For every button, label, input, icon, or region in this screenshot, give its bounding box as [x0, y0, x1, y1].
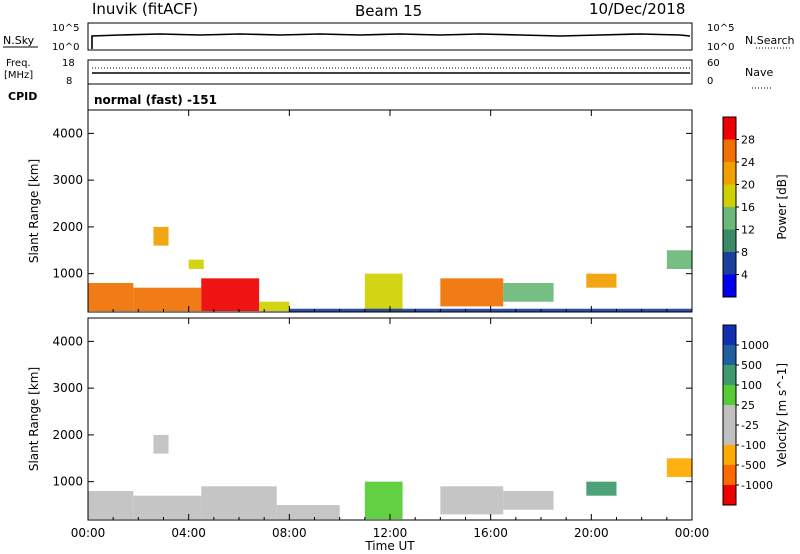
power-colorbar-label: 8 [741, 246, 748, 259]
velocity-colorbar-title: Velocity [m s^-1] [775, 363, 789, 467]
velocity-colorbar-label: -500 [741, 459, 766, 472]
power-colorbar-label: 16 [741, 201, 755, 214]
power-patch [440, 278, 504, 307]
power-colorbar-label: 4 [741, 269, 748, 282]
velocity-colorbar-swatch [723, 485, 736, 505]
velocity-xtick-label: 00:00 [675, 526, 710, 540]
beam-title: Beam 15 [355, 2, 422, 20]
velocity-colorbar-swatch [723, 325, 736, 345]
nsky-tick-bottom: 10^0 [52, 42, 79, 53]
date-title: 10/Dec/2018 [589, 0, 685, 18]
nsky-label: N.Sky [3, 34, 35, 47]
power-patch [364, 273, 403, 312]
velocity-colorbar-swatch [723, 445, 736, 465]
velocity-xtick-label: 12:00 [373, 526, 408, 540]
power-ylabel: Slant Range [km] [27, 159, 41, 263]
velocity-colorbar-swatch [723, 425, 736, 445]
velocity-xtick-label: 04:00 [171, 526, 206, 540]
nave-label: Nave [745, 66, 773, 79]
velocity-colorbar-label: -100 [741, 439, 766, 452]
velocity-patch [201, 486, 277, 520]
power-colorbar-swatch [723, 252, 736, 275]
velocity-patch [88, 491, 134, 520]
power-chart: 1000 2000 3000 4000 Slant Range [km] 28 24 20 16… [27, 109, 789, 313]
velocity-xlabel: Time UT [364, 539, 415, 553]
power-patch [586, 273, 617, 288]
freq-panel [87, 59, 693, 85]
power-colorbar-swatch [723, 139, 736, 162]
power-patch [666, 250, 692, 269]
velocity-xtick-label: 16:00 [473, 526, 508, 540]
velocity-chart: 1000 2000 3000 4000 00:00 04:00 08:00 12:00 16:0… [27, 317, 789, 553]
power-colorbar-label: 24 [741, 156, 755, 169]
freq-label-line1: Freq. [6, 58, 31, 69]
power-patch [133, 287, 202, 312]
power-patch [259, 301, 290, 312]
power-colorbar-label: 20 [741, 179, 755, 192]
station-title: Inuvik (fitACF) [92, 0, 198, 18]
velocity-patch [503, 491, 554, 510]
velocity-colorbar-label: 25 [741, 399, 755, 412]
velocity-colorbar-label: 1000 [741, 339, 769, 352]
power-colorbar-label: 12 [741, 224, 755, 237]
power-patch [188, 259, 204, 269]
power-colorbar-label: 28 [741, 134, 755, 147]
velocity-colorbar-frame [722, 324, 737, 506]
power-colorbar-title: Power [dB] [775, 174, 789, 239]
velocity-xtick-label: 00:00 [71, 526, 106, 540]
velocity-colorbar-swatch [723, 465, 736, 485]
nsearch-tick-bottom: 10^0 [707, 42, 734, 53]
velocity-colorbar-label: -1000 [741, 479, 773, 492]
power-colorbar-swatch [723, 117, 736, 140]
power-ytick-label: 3000 [52, 173, 83, 187]
velocity-patch [440, 486, 504, 515]
velocity-patch [586, 481, 617, 496]
freq-tick-bottom: 8 [66, 76, 72, 87]
nave-tick-bottom: 0 [707, 76, 713, 87]
nsearch-tick-top: 10^5 [707, 23, 734, 34]
velocity-patch [133, 495, 202, 520]
velocity-ytick-label: 1000 [52, 475, 83, 489]
freq-tick-top: 18 [62, 58, 75, 69]
nsky-panel [87, 22, 693, 51]
velocity-patch [666, 458, 692, 477]
power-colorbar-swatch [723, 207, 736, 230]
power-ytick-label: 1000 [52, 267, 83, 281]
cpid-label: CPID [8, 90, 37, 103]
nave-tick-top: 60 [707, 58, 720, 69]
power-patch [153, 226, 169, 246]
velocity-colorbar-swatch [723, 385, 736, 405]
nsky-tick-top: 10^5 [52, 23, 79, 34]
nsearch-label: N.Search [745, 34, 795, 47]
velocity-ytick-label: 2000 [52, 428, 83, 442]
power-colorbar-swatch [723, 229, 736, 252]
power-colorbar-swatch [723, 184, 736, 207]
power-colorbar-swatch [723, 274, 736, 297]
power-patch [88, 283, 134, 312]
velocity-xtick-label: 08:00 [272, 526, 307, 540]
velocity-ylabel: Slant Range [km] [27, 367, 41, 471]
power-ytick-label: 4000 [52, 126, 83, 140]
velocity-colorbar-label: 500 [741, 359, 762, 372]
power-patch [503, 283, 554, 302]
velocity-colorbar-label: 100 [741, 379, 762, 392]
velocity-ytick-label: 4000 [52, 334, 83, 348]
velocity-patch [276, 505, 340, 520]
velocity-colorbar-swatch [723, 365, 736, 385]
velocity-colorbar-swatch [723, 345, 736, 365]
velocity-ytick-label: 3000 [52, 381, 83, 395]
power-colorbar-swatch [723, 162, 736, 185]
velocity-colorbar-swatch [723, 405, 736, 425]
velocity-colorbar-label: -25 [741, 419, 759, 432]
power-patch [201, 278, 260, 312]
velocity-xtick-label: 20:00 [574, 526, 609, 540]
velocity-patch [364, 481, 403, 520]
cpid-value: normal (fast) -151 [94, 93, 217, 107]
nsky-trace [91, 33, 691, 49]
velocity-patch [153, 434, 169, 454]
power-ytick-label: 2000 [52, 220, 83, 234]
freq-label-line2: [MHz] [4, 70, 33, 81]
